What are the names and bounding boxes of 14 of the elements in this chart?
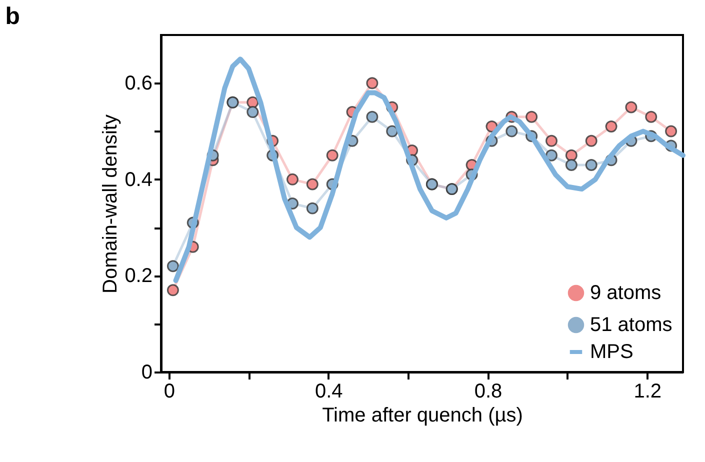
y-axis-title: Domain-wall density [100, 114, 122, 294]
legend-label: MPS [590, 341, 634, 363]
legend-label: 9 atoms [590, 282, 662, 304]
y-tick-label: 0.4 [124, 168, 152, 191]
y-tick-label: 0 [141, 362, 152, 384]
y-tick-label: 0.6 [124, 72, 152, 95]
x-tick-label: 0.4 [314, 380, 343, 402]
legend-label: 51 atoms [590, 314, 672, 336]
x-tick-label: 1.2 [634, 380, 662, 402]
x-axis-title: Time after quench (µs) [322, 404, 523, 426]
text: b [5, 3, 20, 30]
x-tick-label: 0 [164, 380, 176, 402]
x-tick-label: 0.8 [474, 380, 502, 402]
y-tick-label: 0.2 [124, 265, 152, 288]
